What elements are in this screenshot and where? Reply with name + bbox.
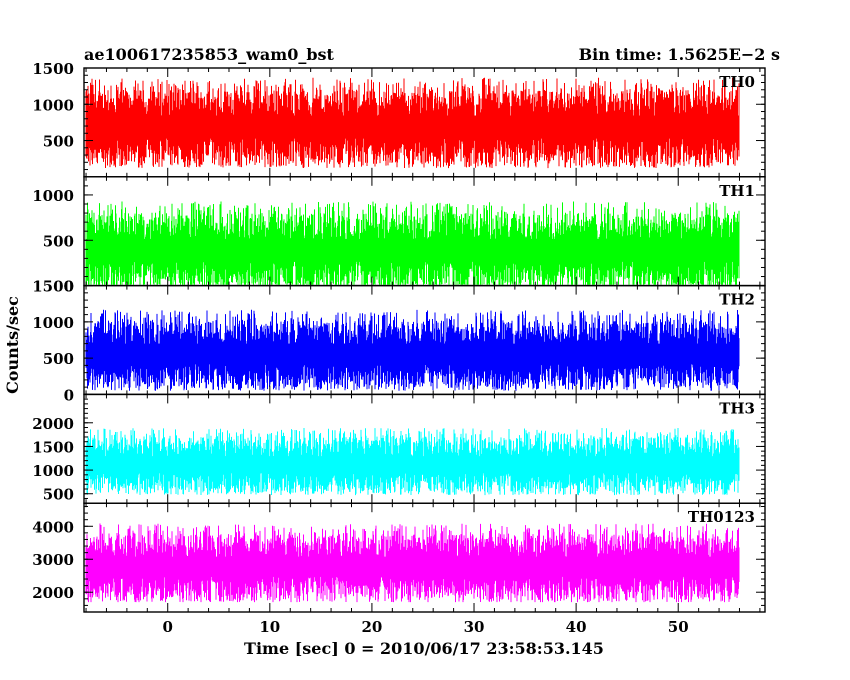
y-tick-label: 1000 [32, 462, 74, 480]
y-tick-label: 3000 [32, 551, 74, 569]
x-tick-label: 0 [163, 618, 173, 636]
y-tick-label: 1000 [32, 96, 74, 114]
panel-th0: 500 1000 1500 TH0 [32, 60, 766, 178]
x-tick-label: 10 [259, 618, 280, 636]
series-line-th1 [85, 201, 740, 285]
y-tick-label: 0 [64, 386, 74, 404]
series-line-th0 [85, 77, 740, 169]
y-tick-label: 1500 [32, 60, 74, 78]
x-tick-label: 30 [464, 618, 485, 636]
panel-label-th0123: TH0123 [688, 508, 755, 526]
x-axis-label: Time [sec] 0 = 2010/06/17 23:58:53.145 [244, 639, 604, 658]
panel-th0123: 2000 3000 4000 TH0123 [32, 502, 766, 613]
y-tick-label: 500 [43, 350, 74, 368]
panel-th1: 0 500 1000 TH1 [32, 176, 766, 296]
series-line-th0123 [85, 523, 740, 603]
bin-time-label: Bin time: 1.5625E−2 s [579, 45, 780, 64]
panel-label-th0: TH0 [719, 73, 755, 91]
y-tick-label: 1000 [32, 314, 74, 332]
y-tick-label: 0 [64, 278, 74, 296]
panel-label-th1: TH1 [719, 182, 755, 200]
y-tick-label: 500 [43, 232, 74, 250]
observation-id-title: ae100617235853_wam0_bst [84, 45, 335, 64]
panel-th2: 0 500 1000 1500 TH2 [32, 278, 766, 404]
y-tick-label: 4000 [32, 518, 74, 536]
y-tick-label: 500 [43, 486, 74, 504]
panel-th3: 500 1000 1500 2000 TH3 [32, 393, 766, 504]
y-tick-label: 2000 [32, 584, 74, 602]
x-tick-label: 50 [668, 618, 689, 636]
x-tick-label: 40 [566, 618, 587, 636]
y-tick-label: 500 [43, 133, 74, 151]
y-axis-label: Counts/sec [3, 296, 22, 394]
panel-frame [83, 502, 766, 613]
y-tick-label: 2000 [32, 415, 74, 433]
x-tick-label: 20 [361, 618, 382, 636]
panel-label-th2: TH2 [719, 291, 755, 309]
y-tick-label: 1500 [32, 278, 74, 296]
y-tick-label: 1000 [32, 187, 74, 205]
series-line-th3 [85, 428, 740, 496]
series-line-th2 [85, 309, 740, 391]
y-tick-label: 1500 [32, 438, 74, 456]
panel-label-th3: TH3 [719, 399, 755, 417]
